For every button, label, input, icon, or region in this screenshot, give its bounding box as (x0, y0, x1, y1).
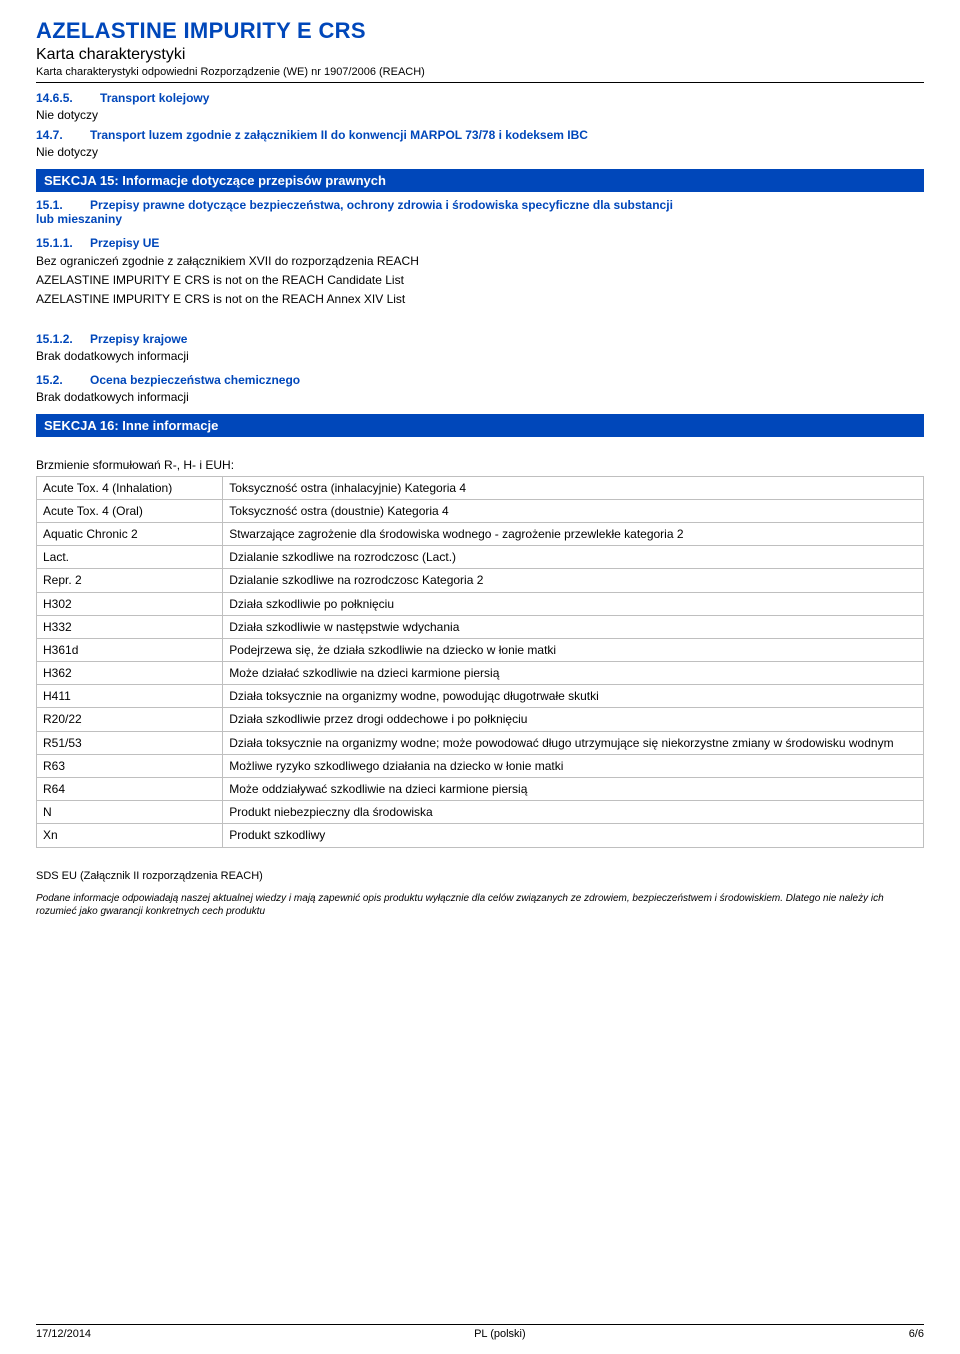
doc-subtitle: Karta charakterystyki (36, 46, 924, 64)
table-row: R51/53Działa toksycznie na organizmy wod… (37, 731, 924, 754)
heading-number: 15.1.1. (36, 236, 73, 250)
table-row: Acute Tox. 4 (Oral)Toksyczność ostra (do… (37, 499, 924, 522)
table-row: H332Działa szkodliwie w następstwie wdyc… (37, 615, 924, 638)
body-14-6-5: Nie dotyczy (36, 108, 924, 122)
hazard-desc: Podejrzewa się, że działa szkodliwie na … (223, 638, 924, 661)
hazard-code: H361d (37, 638, 223, 661)
hazard-code: R20/22 (37, 708, 223, 731)
hazard-desc: Może oddziaływać szkodliwie na dzieci ka… (223, 778, 924, 801)
hazard-desc: Stwarzające zagrożenie dla środowiska wo… (223, 522, 924, 545)
hazard-code: R64 (37, 778, 223, 801)
heading-number: 15.1. (36, 198, 63, 212)
table-row: R20/22Działa szkodliwie przez drogi odde… (37, 708, 924, 731)
table-row: R63Możliwe ryzyko szkodliwego działania … (37, 754, 924, 777)
table-row: R64Może oddziaływać szkodliwie na dzieci… (37, 778, 924, 801)
disclaimer: Podane informacje odpowiadają naszej akt… (36, 892, 924, 918)
heading-text: Przepisy UE (90, 236, 159, 250)
heading-14-6-5: 14.6.5. Transport kolejowy (36, 91, 924, 105)
heading-text: Transport kolejowy (100, 91, 209, 105)
body-15-2: Brak dodatkowych informacji (36, 390, 924, 404)
doc-subsubtitle: Karta charakterystyki odpowiedni Rozporz… (36, 66, 924, 78)
table-row: Lact.Dzialanie szkodliwe na rozrodczosc … (37, 546, 924, 569)
hazard-desc: Działa toksycznie na organizmy wodne; mo… (223, 731, 924, 754)
sds-footnote: SDS EU (Załącznik II rozporządzenia REAC… (36, 870, 924, 882)
table-row: Acute Tox. 4 (Inhalation)Toksyczność ost… (37, 476, 924, 499)
heading-15-1-2: 15.1.2. Przepisy krajowe (36, 332, 924, 346)
heading-number: 14.7. (36, 128, 63, 142)
heading-number: 15.2. (36, 373, 63, 387)
hazard-desc: Dzialanie szkodliwe na rozrodczosc (Lact… (223, 546, 924, 569)
hazard-desc: Toksyczność ostra (inhalacyjnie) Kategor… (223, 476, 924, 499)
hazard-code: Repr. 2 (37, 569, 223, 592)
table-row: NProdukt niebezpieczny dla środowiska (37, 801, 924, 824)
doc-title: AZELASTINE IMPURITY E CRS (36, 18, 924, 44)
hazard-desc: Dzialanie szkodliwe na rozrodczosc Kateg… (223, 569, 924, 592)
heading-15-1-line2: lub mieszaniny (36, 212, 924, 226)
hazard-code: N (37, 801, 223, 824)
body-15-1-2: Brak dodatkowych informacji (36, 349, 924, 363)
heading-text: Transport luzem zgodnie z załącznikiem I… (90, 128, 588, 142)
hazard-code: Acute Tox. 4 (Inhalation) (37, 476, 223, 499)
hazard-code: Lact. (37, 546, 223, 569)
hazard-desc: Działa toksycznie na organizmy wodne, po… (223, 685, 924, 708)
hazard-desc: Produkt niebezpieczny dla środowiska (223, 801, 924, 824)
table-row: H411Działa toksycznie na organizmy wodne… (37, 685, 924, 708)
body-15-1-1-c: AZELASTINE IMPURITY E CRS is not on the … (36, 291, 924, 307)
hazard-code: Xn (37, 824, 223, 847)
heading-text-line1: Przepisy prawne dotyczące bezpieczeństwa… (90, 198, 673, 212)
heading-15-1-1: 15.1.1. Przepisy UE (36, 236, 924, 250)
footer-lang: PL (polski) (474, 1328, 526, 1340)
body-14-7: Nie dotyczy (36, 145, 924, 159)
table-row: Repr. 2Dzialanie szkodliwe na rozrodczos… (37, 569, 924, 592)
section-16-bar: SEKCJA 16: Inne informacje (36, 414, 924, 437)
heading-number: 14.6.5. (36, 91, 73, 105)
hazard-desc: Możliwe ryzyko szkodliwego działania na … (223, 754, 924, 777)
hazard-code: H362 (37, 662, 223, 685)
table-row: H302Działa szkodliwie po połknięciu (37, 592, 924, 615)
hazard-desc: Działa szkodliwie w następstwie wdychani… (223, 615, 924, 638)
hazard-code: R63 (37, 754, 223, 777)
heading-number: 15.1.2. (36, 332, 73, 346)
hazard-desc: Działa szkodliwie po połknięciu (223, 592, 924, 615)
heading-15-1: 15.1. Przepisy prawne dotyczące bezpiecz… (36, 198, 924, 212)
hazard-code: R51/53 (37, 731, 223, 754)
table-row: Aquatic Chronic 2Stwarzające zagrożenie … (37, 522, 924, 545)
body-15-1-1-b: AZELASTINE IMPURITY E CRS is not on the … (36, 272, 924, 288)
hazard-code: H302 (37, 592, 223, 615)
heading-text: Ocena bezpieczeństwa chemicznego (90, 373, 300, 387)
header-rule (36, 82, 924, 83)
hazard-desc: Produkt szkodliwy (223, 824, 924, 847)
hazard-code: H411 (37, 685, 223, 708)
hazard-code: Acute Tox. 4 (Oral) (37, 499, 223, 522)
hazard-desc: Toksyczność ostra (doustnie) Kategoria 4 (223, 499, 924, 522)
table-row: H361dPodejrzewa się, że działa szkodliwi… (37, 638, 924, 661)
hazard-desc: Może działać szkodliwie na dzieci karmio… (223, 662, 924, 685)
hazard-desc: Działa szkodliwie przez drogi oddechowe … (223, 708, 924, 731)
hazard-table: Acute Tox. 4 (Inhalation)Toksyczność ost… (36, 476, 924, 848)
table-row: XnProdukt szkodliwy (37, 824, 924, 847)
footer-date: 17/12/2014 (36, 1328, 91, 1340)
footer-page: 6/6 (909, 1328, 924, 1340)
heading-text: Przepisy krajowe (90, 332, 187, 346)
section-15-bar: SEKCJA 15: Informacje dotyczące przepisó… (36, 169, 924, 192)
body-15-1-1-a: Bez ograniczeń zgodnie z załącznikiem XV… (36, 253, 924, 269)
hazard-code: Aquatic Chronic 2 (37, 522, 223, 545)
heading-15-2: 15.2. Ocena bezpieczeństwa chemicznego (36, 373, 924, 387)
page-footer: 17/12/2014 PL (polski) 6/6 (36, 1324, 924, 1340)
heading-14-7: 14.7. Transport luzem zgodnie z załączni… (36, 128, 924, 142)
table-row: H362Może działać szkodliwie na dzieci ka… (37, 662, 924, 685)
hazard-code: H332 (37, 615, 223, 638)
hazard-intro: Brzmienie sformułowań R-, H- i EUH: (36, 458, 924, 472)
